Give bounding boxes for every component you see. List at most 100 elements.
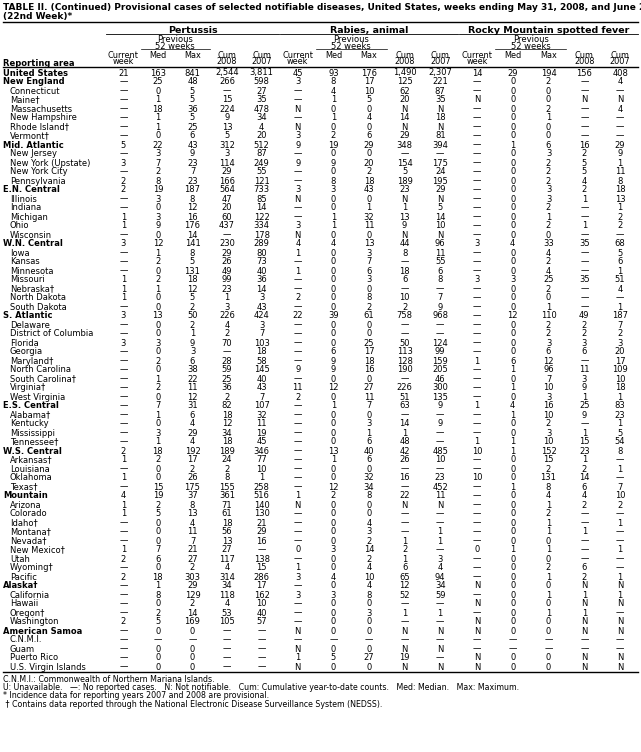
Text: 4: 4: [581, 492, 587, 501]
Text: 2: 2: [295, 293, 301, 302]
Text: 2,544: 2,544: [215, 68, 239, 77]
Text: —: —: [294, 581, 302, 590]
Text: —: —: [401, 617, 409, 626]
Text: Wisconsin: Wisconsin: [10, 231, 52, 239]
Text: W.N. Central: W.N. Central: [3, 239, 63, 248]
Text: 38: 38: [187, 365, 198, 374]
Text: N: N: [617, 599, 623, 608]
Text: —: —: [119, 374, 128, 384]
Text: Oregon†: Oregon†: [10, 608, 46, 617]
Text: 8: 8: [438, 275, 443, 284]
Text: 7: 7: [366, 402, 372, 411]
Text: N: N: [581, 663, 588, 672]
Text: 0: 0: [331, 644, 336, 653]
Text: 19: 19: [399, 653, 410, 663]
Text: 10: 10: [544, 438, 554, 447]
Text: 7: 7: [259, 329, 264, 338]
Text: Illinois: Illinois: [10, 195, 37, 204]
Text: 2: 2: [402, 302, 407, 311]
Text: 0: 0: [331, 248, 336, 257]
Text: —: —: [401, 320, 409, 329]
Text: —: —: [472, 411, 481, 420]
Text: 564: 564: [219, 186, 235, 195]
Text: 2: 2: [121, 447, 126, 456]
Text: 9: 9: [617, 150, 622, 159]
Text: 82: 82: [222, 402, 233, 411]
Text: 0: 0: [367, 663, 372, 672]
Text: —: —: [580, 123, 588, 132]
Text: N: N: [401, 626, 408, 635]
Text: 8: 8: [331, 177, 336, 186]
Text: 8: 8: [546, 483, 551, 492]
Text: 0: 0: [155, 474, 160, 483]
Text: 2: 2: [546, 222, 551, 231]
Text: 12: 12: [187, 393, 198, 402]
Text: 61: 61: [363, 311, 374, 320]
Text: 23: 23: [579, 447, 590, 456]
Text: 14: 14: [256, 204, 267, 213]
Text: 6: 6: [366, 438, 372, 447]
Text: 0: 0: [331, 168, 336, 177]
Text: 10: 10: [544, 384, 554, 393]
Text: 1: 1: [546, 114, 551, 123]
Text: 0: 0: [331, 302, 336, 311]
Text: Max: Max: [184, 51, 201, 60]
Text: 8: 8: [155, 590, 161, 599]
Text: —: —: [119, 77, 128, 86]
Text: 1: 1: [617, 465, 622, 474]
Text: 16: 16: [579, 141, 590, 150]
Text: 0: 0: [155, 293, 160, 302]
Text: —: —: [294, 320, 302, 329]
Text: 2: 2: [617, 222, 622, 231]
Text: 0: 0: [331, 581, 336, 590]
Text: 2: 2: [546, 320, 551, 329]
Text: —: —: [119, 384, 128, 393]
Text: —: —: [119, 168, 128, 177]
Text: 124: 124: [432, 338, 448, 347]
Text: 195: 195: [432, 177, 448, 186]
Text: —: —: [472, 374, 481, 384]
Text: —: —: [294, 338, 302, 347]
Text: Guam: Guam: [10, 644, 35, 653]
Text: 29: 29: [615, 141, 626, 150]
Text: 3: 3: [331, 590, 336, 599]
Text: 113: 113: [397, 347, 413, 356]
Text: 26: 26: [187, 474, 198, 483]
Text: United States: United States: [3, 68, 68, 77]
Text: Rocky Mountain spotted fever: Rocky Mountain spotted fever: [468, 26, 629, 35]
Text: 12: 12: [508, 311, 518, 320]
Text: New Mexico†: New Mexico†: [10, 545, 65, 554]
Text: —: —: [119, 105, 128, 114]
Text: 0: 0: [155, 653, 160, 663]
Text: 140: 140: [254, 501, 270, 510]
Text: 35: 35: [256, 96, 267, 105]
Text: —: —: [472, 284, 481, 293]
Text: 0: 0: [510, 626, 515, 635]
Text: 1: 1: [155, 284, 160, 293]
Text: 23: 23: [615, 411, 626, 420]
Text: 83: 83: [615, 402, 626, 411]
Text: 1: 1: [546, 527, 551, 536]
Text: 0: 0: [546, 599, 551, 608]
Text: 20: 20: [399, 96, 410, 105]
Text: 52: 52: [399, 590, 410, 599]
Text: 8: 8: [617, 177, 623, 186]
Text: 4: 4: [331, 572, 336, 581]
Text: 35: 35: [435, 96, 445, 105]
Text: 1,490: 1,490: [393, 68, 417, 77]
Text: 9: 9: [581, 384, 587, 393]
Text: 1: 1: [474, 402, 479, 411]
Text: 1: 1: [581, 527, 587, 536]
Text: 18: 18: [187, 275, 198, 284]
Text: 29: 29: [399, 132, 410, 141]
Text: Oklahoma: Oklahoma: [10, 474, 53, 483]
Text: 1: 1: [295, 653, 301, 663]
Text: 226: 226: [397, 384, 413, 393]
Text: 0: 0: [510, 86, 515, 96]
Text: N: N: [295, 195, 301, 204]
Text: —: —: [472, 177, 481, 186]
Text: 2: 2: [224, 465, 229, 474]
Text: 2: 2: [581, 320, 587, 329]
Text: N: N: [437, 231, 444, 239]
Text: 249: 249: [254, 159, 270, 168]
